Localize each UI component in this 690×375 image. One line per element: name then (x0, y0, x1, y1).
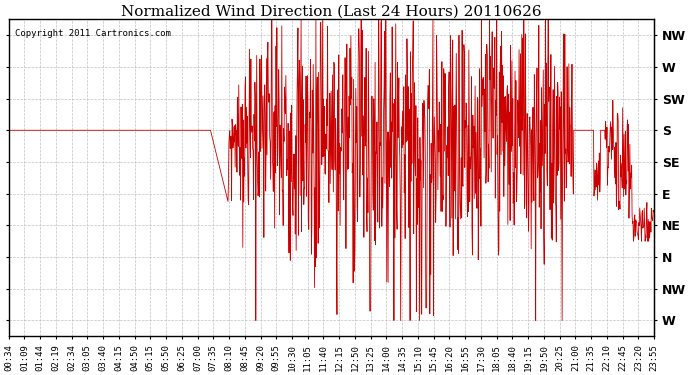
Text: Copyright 2011 Cartronics.com: Copyright 2011 Cartronics.com (15, 29, 171, 38)
Title: Normalized Wind Direction (Last 24 Hours) 20110626: Normalized Wind Direction (Last 24 Hours… (121, 4, 542, 18)
